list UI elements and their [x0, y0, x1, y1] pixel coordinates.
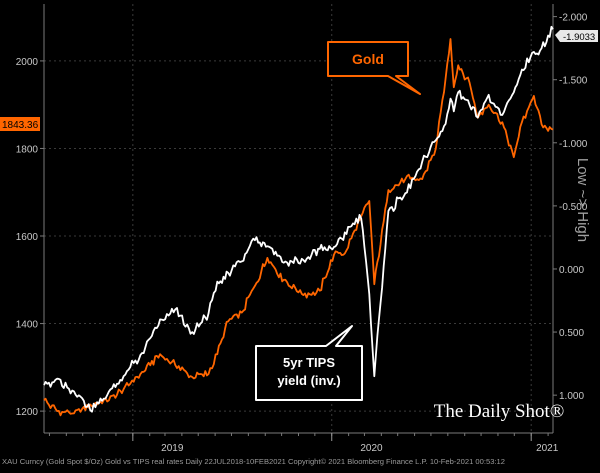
right-axis: -2.000 -1.500 -1.000 -0.500 0.000 0.500 1.000	[552, 4, 588, 433]
tips-callout: 5yr TIPS yield (inv.)	[255, 325, 363, 401]
watermark: The Daily Shot®	[434, 401, 565, 422]
right-tick-label: 1.000	[559, 391, 584, 402]
gold-last-value-flag: 1843.36	[0, 117, 40, 131]
right-tick-label: -1.000	[559, 139, 588, 150]
gold-last-value: 1843.36	[2, 120, 39, 131]
x-tick-label: 2021	[536, 443, 559, 454]
x-tick-label: 2020	[360, 443, 383, 454]
right-tick-label: 0.000	[559, 265, 584, 276]
tips-callout-line: 5yr TIPS	[283, 355, 335, 370]
right-axis-label: Low ~> High	[574, 158, 591, 242]
gold-callout-label: Gold	[352, 51, 384, 67]
chart-footer: XAU Curncy (Gold Spot $/Oz) Gold vs TIPS…	[2, 457, 505, 466]
tips-callout-line: yield (inv.)	[277, 373, 340, 388]
tips-last-value-flag: -1.9033	[555, 30, 598, 43]
gold-callout: Gold	[327, 41, 421, 95]
left-tick-label: 1600	[16, 232, 39, 243]
right-tick-label: -0.500	[559, 202, 588, 213]
series-lines	[43, 25, 554, 417]
x-axis: 2018201920202021	[44, 432, 559, 454]
x-tick-label: 2019	[161, 443, 184, 454]
left-tick-label: 2000	[16, 57, 39, 68]
tips-callout-label: 5yr TIPS yield (inv.)	[277, 355, 340, 388]
series-line-tips	[43, 25, 554, 413]
left-tick-label: 1200	[16, 407, 39, 418]
tips-last-value: -1.9033	[563, 32, 595, 43]
series-line-gold	[43, 38, 554, 417]
right-tick-label: -2.000	[559, 13, 588, 24]
right-tick-label: -1.500	[559, 76, 588, 87]
left-axis: 1200 1400 1600 1800 2000	[16, 4, 45, 433]
right-tick-label: 0.500	[559, 328, 584, 339]
left-tick-label: 1400	[16, 320, 39, 331]
left-tick-label: 1800	[16, 144, 39, 155]
